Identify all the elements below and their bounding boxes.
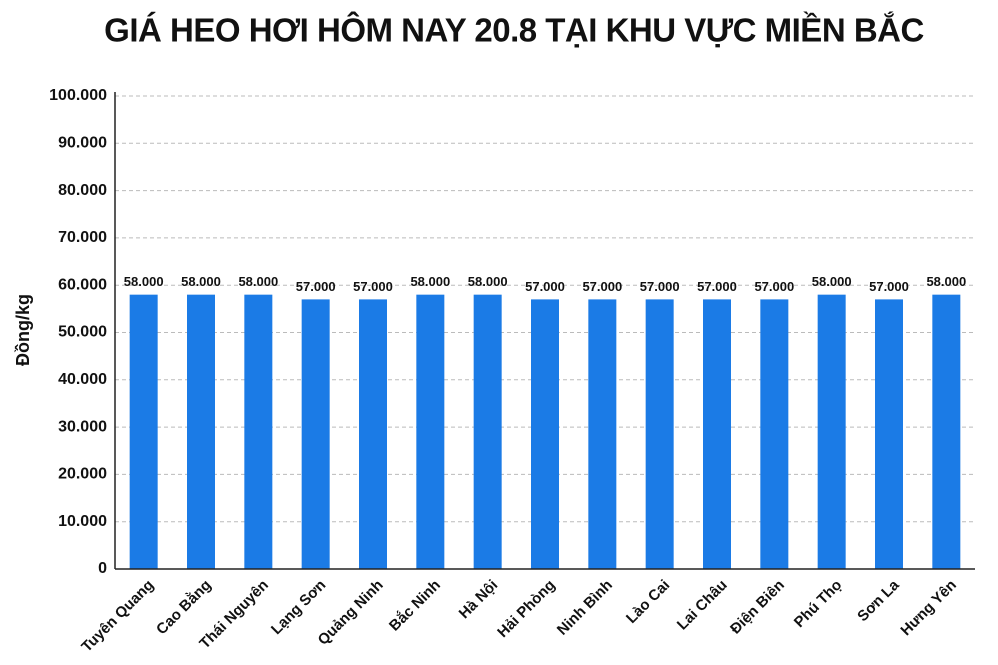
bar xyxy=(416,294,445,569)
value-label: 58.000 xyxy=(181,274,221,289)
bar xyxy=(129,294,158,569)
value-label: 58.000 xyxy=(926,274,966,289)
bar xyxy=(301,299,330,569)
y-tick-label: 60.000 xyxy=(58,276,107,293)
y-tick-label: 30.000 xyxy=(58,418,107,435)
bar xyxy=(703,299,731,569)
value-label: 58.000 xyxy=(238,274,278,289)
y-tick-label: 40.000 xyxy=(58,371,107,388)
y-tick-label: 20.000 xyxy=(58,466,107,483)
y-tick-label: 100.000 xyxy=(49,87,107,104)
value-label: 58.000 xyxy=(468,274,508,289)
bar xyxy=(531,299,559,569)
bar xyxy=(645,299,674,569)
bar xyxy=(760,299,789,569)
bar xyxy=(932,294,961,569)
bar xyxy=(588,299,617,569)
value-label: 58.000 xyxy=(124,274,164,289)
value-label: 57.000 xyxy=(697,279,737,294)
y-tick-label: 90.000 xyxy=(58,135,107,152)
value-label: 57.000 xyxy=(640,279,680,294)
value-label: 57.000 xyxy=(296,279,336,294)
bar xyxy=(817,294,846,569)
value-label: 57.000 xyxy=(754,279,794,294)
value-label: 57.000 xyxy=(525,279,565,294)
bar xyxy=(875,299,903,569)
value-label: 57.000 xyxy=(353,279,393,294)
value-label: 57.000 xyxy=(582,279,622,294)
bar xyxy=(359,299,387,569)
bar xyxy=(244,294,273,569)
bar xyxy=(187,294,215,569)
value-label: 58.000 xyxy=(812,274,852,289)
value-label: 57.000 xyxy=(869,279,909,294)
bar xyxy=(473,294,502,569)
y-tick-label: 10.000 xyxy=(58,513,107,530)
y-tick-label: 70.000 xyxy=(58,229,107,246)
y-axis-label: Đồng/kg xyxy=(13,294,33,366)
value-label: 58.000 xyxy=(410,274,450,289)
y-tick-label: 50.000 xyxy=(58,324,107,341)
chart-title: GIÁ HEO HƠI HÔM NAY 20.8 TẠI KHU VỰC MIỀ… xyxy=(104,11,924,49)
y-tick-label: 80.000 xyxy=(58,182,107,199)
y-tick-label: 0 xyxy=(98,560,107,577)
